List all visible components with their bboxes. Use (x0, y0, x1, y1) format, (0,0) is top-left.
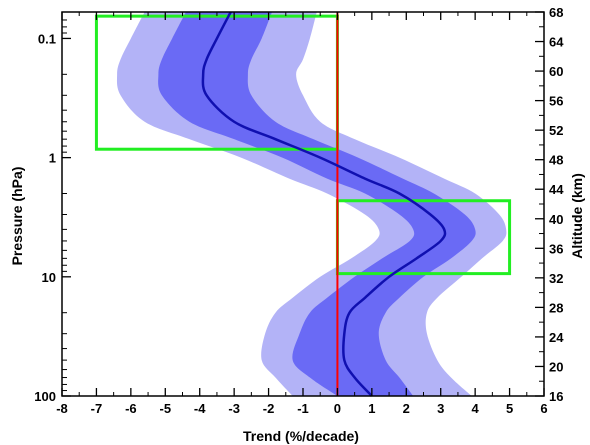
inner-band (158, 12, 476, 396)
y2-tick-label: 48 (549, 153, 563, 168)
x-tick-label: 1 (368, 401, 375, 416)
x-tick-label: -6 (125, 401, 137, 416)
y2-tick-label: 64 (549, 35, 564, 50)
y2-tick-label: 24 (549, 330, 564, 345)
y2-tick-label: 60 (549, 64, 563, 79)
x-tick-label: -8 (56, 401, 68, 416)
y2-tick-label: 32 (549, 271, 563, 286)
y2-tick-label: 28 (549, 300, 563, 315)
x-tick-label: -5 (160, 401, 172, 416)
x-tick-label: -2 (263, 401, 275, 416)
x-axis-title: Trend (%/decade) (243, 428, 359, 444)
y2-axis-title: Altitude (km) (569, 173, 585, 259)
x-tick-label: 4 (472, 401, 480, 416)
y2-tick-label: 40 (549, 212, 563, 227)
y2-tick-label: 36 (549, 241, 563, 256)
x-tick-label: -1 (297, 401, 309, 416)
y-tick-label: 1 (49, 151, 56, 166)
x-tick-label: 3 (437, 401, 444, 416)
y2-tick-label: 16 (549, 389, 563, 404)
y2-tick-label: 44 (549, 182, 564, 197)
mean-trend-line (201, 11, 447, 397)
y-tick-label: 10 (42, 270, 56, 285)
x-tick-label: 6 (540, 401, 547, 416)
x-tick-label: 2 (403, 401, 410, 416)
y2-tick-label: 56 (549, 94, 563, 109)
mean-line (201, 11, 447, 397)
y2-tick-label: 52 (549, 123, 563, 138)
x-tick-label: -7 (91, 401, 103, 416)
y2-tick-label: 20 (549, 359, 563, 374)
x-tick-label: -4 (194, 401, 206, 416)
y-axis-title: Pressure (hPa) (9, 167, 25, 266)
x-tick-label: 0 (334, 401, 341, 416)
uncertainty-bands (116, 12, 507, 396)
x-tick-label: 5 (506, 401, 513, 416)
y-tick-label: 0.1 (38, 31, 56, 46)
y2-tick-label: 68 (549, 5, 563, 20)
y-tick-label: 100 (34, 389, 56, 404)
x-tick-label: -3 (228, 401, 240, 416)
